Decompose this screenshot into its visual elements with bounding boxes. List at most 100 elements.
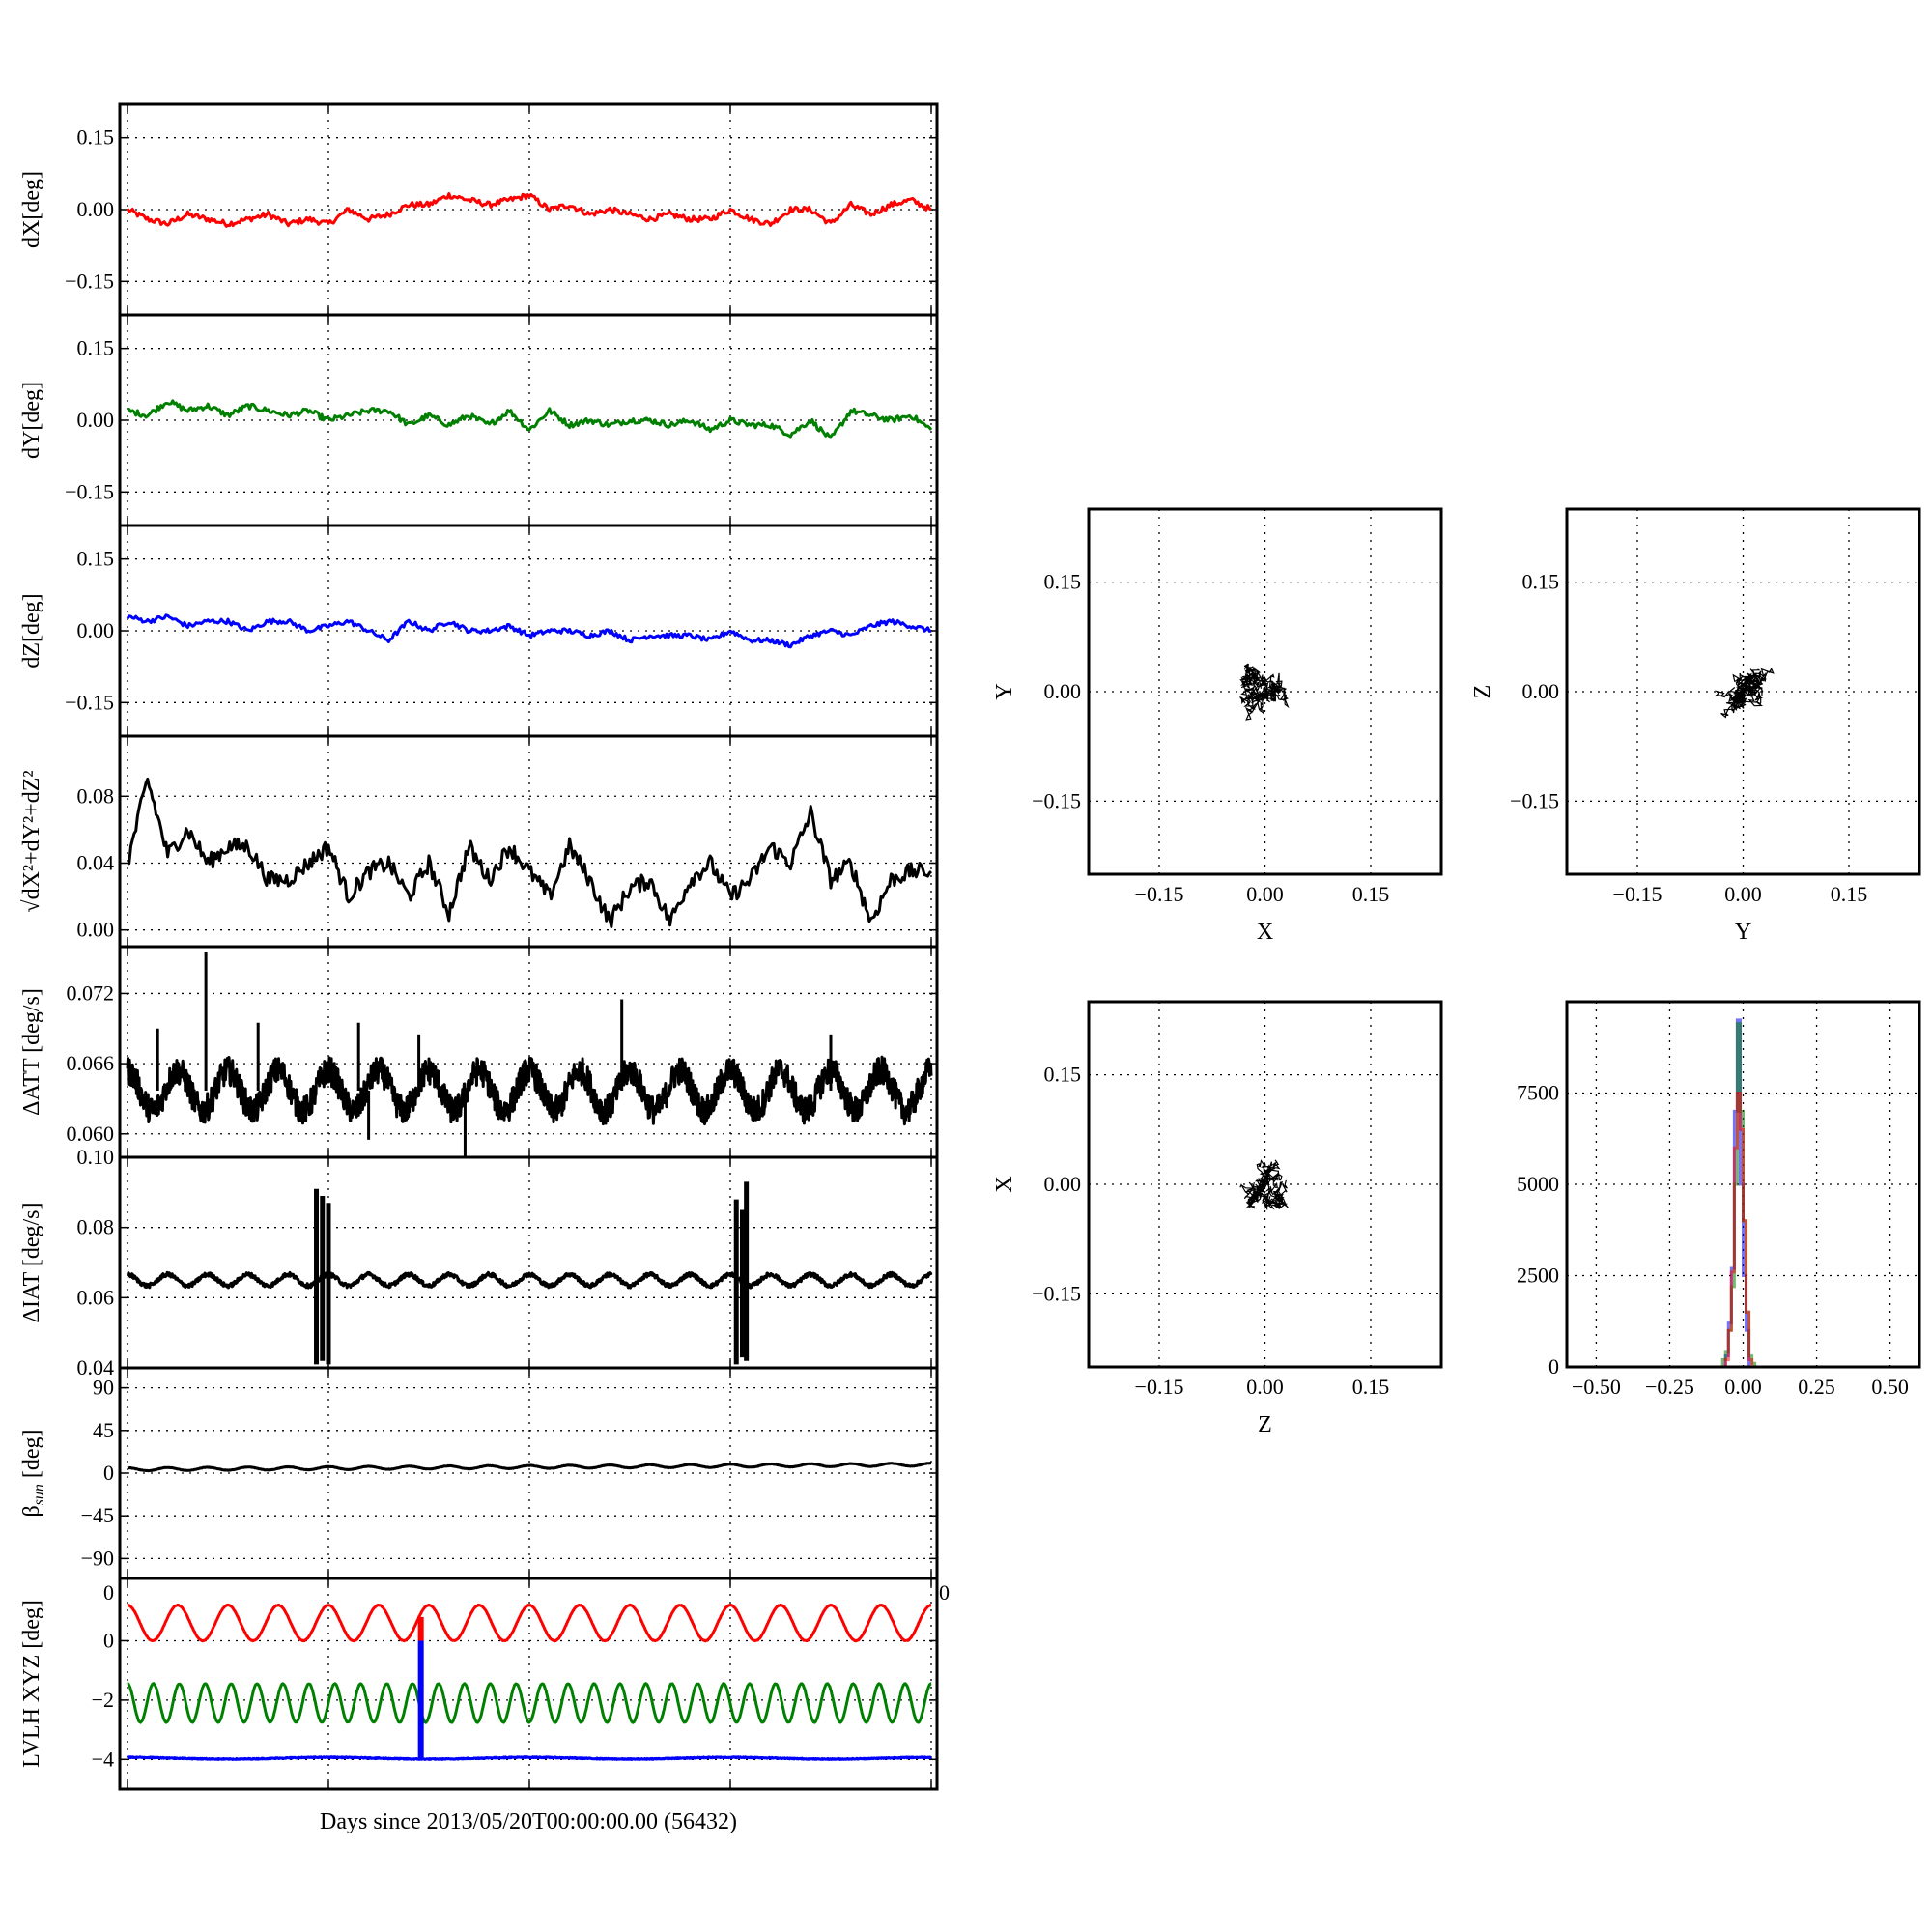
y-tick-label: 2500 bbox=[1517, 1264, 1559, 1288]
series-group bbox=[126, 613, 932, 649]
y-tick-label: 90 bbox=[93, 1376, 114, 1400]
y-tick-label: 5000 bbox=[1517, 1172, 1559, 1196]
series-line-dIAT bbox=[127, 1270, 933, 1290]
series-group bbox=[126, 192, 932, 228]
x-tick-label: −0.15 bbox=[1135, 1375, 1184, 1399]
y-tick-label: 0.072 bbox=[67, 980, 115, 1005]
panel-frame bbox=[118, 1155, 939, 1370]
y-axis-label-text: ΔATT [deg/s] bbox=[19, 988, 44, 1116]
series-group bbox=[126, 952, 933, 1157]
series-group bbox=[126, 1603, 932, 1761]
y-tick-label: 0.08 bbox=[77, 1215, 115, 1239]
panel-dIAT: 0.10 0.08 0.06 0.04 ΔIAT [deg/s] bbox=[19, 1145, 939, 1379]
y-axis-label-text: β bbox=[19, 1505, 44, 1517]
y-tick-label: 0.00 bbox=[1522, 679, 1560, 703]
y-tick-label: 0 bbox=[103, 1461, 114, 1485]
histogram-panel: −0.50 −0.25 0.00 0.25 0.50 0 2500 5000 7500 bbox=[1517, 1000, 1921, 1399]
y-axis-label-text: dZ[deg] bbox=[19, 593, 44, 668]
y-tick-label: 0.15 bbox=[77, 547, 115, 571]
x-tick-label: 0.00 bbox=[1246, 1375, 1284, 1399]
panel-dR: 0.08 0.04 0.00 √dX²+dY²+dZ² bbox=[19, 734, 939, 949]
panel-dX: 0.15 0.00 −0.15 dX[deg] bbox=[19, 102, 939, 317]
trajectory-points bbox=[1714, 668, 1775, 719]
y-tick-label: 0.066 bbox=[67, 1051, 115, 1075]
y-axis-label: ΔIAT [deg/s] bbox=[19, 1203, 44, 1323]
y-tick-label: 0.15 bbox=[1522, 570, 1560, 594]
x-tick-label: 0.25 bbox=[1798, 1375, 1835, 1399]
y-tick-label: 0.04 bbox=[77, 1355, 115, 1379]
y-tick-label: 0 bbox=[103, 1580, 114, 1605]
y-tick-label: −0.15 bbox=[65, 690, 114, 714]
panel-frame bbox=[118, 1366, 939, 1580]
y-tick-label: 7500 bbox=[1517, 1081, 1559, 1105]
x-tick-label: −0.15 bbox=[1613, 882, 1662, 906]
y-tick-label: 0 bbox=[939, 1580, 950, 1605]
series-line-LVLH-X bbox=[127, 1603, 932, 1643]
panel-frame bbox=[1565, 507, 1921, 876]
panel-frame bbox=[1087, 507, 1443, 876]
series-line-dZ bbox=[126, 613, 932, 649]
x-tick-label: 0.00 bbox=[1246, 882, 1284, 906]
panel-dZ: 0.15 0.00 −0.15 dZ[deg] bbox=[19, 524, 939, 738]
series-line-dATT bbox=[126, 1055, 933, 1126]
trajectory-points bbox=[1239, 663, 1290, 721]
series-group bbox=[127, 777, 933, 928]
y-axis-label: LVLH XYZ [deg] bbox=[19, 1600, 44, 1768]
y-tick-label: 0.00 bbox=[77, 618, 115, 642]
y-axis-label: X bbox=[992, 1176, 1017, 1192]
y-tick-label: 0 bbox=[103, 1628, 114, 1652]
x-axis-label: Z bbox=[1258, 1412, 1272, 1437]
y-axis-label: √dX²+dY²+dZ² bbox=[19, 770, 44, 912]
x-tick-label: 0.00 bbox=[1724, 882, 1762, 906]
y-axis-label: dX[deg] bbox=[19, 171, 44, 248]
series-group bbox=[127, 1462, 932, 1473]
y-axis-label-unit: [deg] bbox=[19, 1429, 44, 1484]
y-axis-label: dZ[deg] bbox=[19, 593, 44, 668]
scatter-zx: −0.15 −0.15 0.00 0.00 0.15 0.15 Z X bbox=[992, 1000, 1443, 1437]
y-tick-label: 45 bbox=[93, 1418, 114, 1442]
y-tick-label: −45 bbox=[81, 1503, 114, 1527]
y-tick-label: 0.060 bbox=[67, 1122, 115, 1146]
y-axis-label-text: dX[deg] bbox=[19, 171, 44, 248]
y-axis-label: Z bbox=[1470, 685, 1495, 699]
y-axis-label: dY[deg] bbox=[19, 382, 44, 459]
panel-lvlh: 0 −2 −4 0 0 LVLH XYZ [deg] bbox=[19, 1577, 950, 1791]
y-tick-label: 0.00 bbox=[1044, 1172, 1082, 1196]
y-axis-label-text: dY[deg] bbox=[19, 382, 44, 459]
y-tick-label: 0.00 bbox=[77, 408, 115, 432]
x-tick-label: −0.15 bbox=[1135, 882, 1184, 906]
y-tick-label: 0.10 bbox=[77, 1145, 115, 1169]
panel-frame bbox=[118, 102, 939, 317]
y-tick-label: 0.04 bbox=[77, 850, 115, 874]
panel-frame bbox=[118, 1577, 939, 1791]
y-axis-label: Y bbox=[992, 683, 1017, 699]
y-tick-label: 0.00 bbox=[1044, 679, 1082, 703]
panel-frame bbox=[118, 524, 939, 738]
x-axis-label: Y bbox=[1735, 920, 1751, 945]
panel-frame bbox=[1565, 1000, 1921, 1369]
y-tick-label: −90 bbox=[81, 1546, 114, 1570]
x-tick-label: 0.50 bbox=[1871, 1375, 1909, 1399]
series-group bbox=[127, 399, 933, 439]
x-tick-label: 0.15 bbox=[1831, 882, 1868, 906]
x-tick-label: 0.15 bbox=[1352, 882, 1390, 906]
y-axis-label: βsun [deg] bbox=[19, 1429, 47, 1517]
y-tick-label: −0.15 bbox=[1510, 788, 1559, 812]
panel-dY: 0.15 0.00 −0.15 dY[deg] bbox=[19, 313, 939, 527]
y-tick-label: 0.00 bbox=[77, 197, 115, 221]
x-axis-label: X bbox=[1257, 920, 1273, 945]
y-tick-label: 0.00 bbox=[77, 918, 115, 942]
y-tick-label: 0.15 bbox=[1044, 1063, 1082, 1087]
x-tick-label: −0.25 bbox=[1645, 1375, 1694, 1399]
x-tick-label: 0.15 bbox=[1352, 1375, 1390, 1399]
y-tick-label: −0.15 bbox=[65, 269, 114, 293]
y-axis-label-text: √dX²+dY²+dZ² bbox=[19, 770, 44, 912]
y-tick-label: 0 bbox=[1548, 1354, 1559, 1378]
x-axis-label: Days since 2013/05/20T00:00:00.00 (56432… bbox=[320, 1809, 737, 1834]
y-tick-label: 0.15 bbox=[1044, 570, 1082, 594]
y-axis-label: ΔATT [deg/s] bbox=[19, 988, 44, 1116]
y-axis-label-subscript: sun bbox=[31, 1484, 47, 1505]
y-tick-label: −2 bbox=[92, 1688, 114, 1712]
y-tick-label: −4 bbox=[92, 1747, 114, 1771]
panel-frame bbox=[118, 313, 939, 527]
